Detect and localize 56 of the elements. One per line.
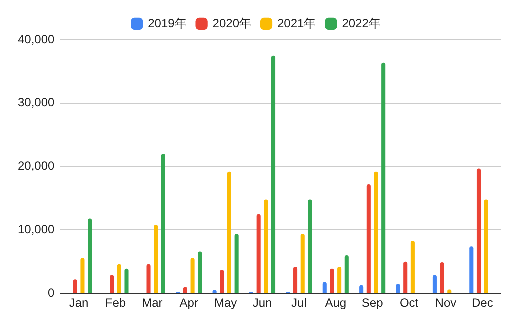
bar xyxy=(476,168,482,294)
bar xyxy=(256,214,261,294)
legend-label: 2019年 xyxy=(148,16,187,30)
bar xyxy=(146,264,151,294)
bar xyxy=(264,200,268,294)
x-tick-label: Oct xyxy=(400,296,420,310)
bar xyxy=(308,200,312,294)
bar xyxy=(470,246,474,294)
bar xyxy=(300,234,305,294)
x-tick-label: Feb xyxy=(105,296,126,310)
legend-label: 2020年 xyxy=(212,16,252,30)
x-tick-label: Sep xyxy=(362,296,384,310)
x-tick-label: Dec xyxy=(472,296,494,310)
y-tick-label: 10,000 xyxy=(18,222,56,237)
y-tick-label: 40,000 xyxy=(18,32,56,46)
bar xyxy=(190,258,195,294)
bar xyxy=(322,282,327,294)
bar xyxy=(366,184,371,294)
x-tick-label: Nov xyxy=(435,296,457,310)
bar xyxy=(271,56,276,294)
bar xyxy=(124,268,129,294)
bar xyxy=(338,266,342,294)
bar xyxy=(484,200,488,294)
bar xyxy=(227,172,232,294)
x-tick-label: May xyxy=(214,296,238,310)
y-tick-label: 30,000 xyxy=(18,96,56,110)
x-tick-label: Jun xyxy=(252,296,272,310)
bar xyxy=(88,218,92,294)
bar xyxy=(374,172,378,294)
bar xyxy=(161,154,166,294)
x-tick-label: Apr xyxy=(180,296,198,310)
bar xyxy=(294,266,298,294)
bar xyxy=(382,62,386,294)
bar xyxy=(404,262,408,294)
bar xyxy=(410,240,415,294)
bar xyxy=(440,262,444,294)
bar xyxy=(73,280,78,294)
x-tick-label: Jan xyxy=(69,296,89,310)
legend-label: 2022年 xyxy=(342,16,381,30)
bar xyxy=(344,256,349,294)
legend-label: 2021年 xyxy=(278,16,316,30)
bar xyxy=(110,275,114,294)
bar xyxy=(396,284,400,294)
bar xyxy=(117,264,122,294)
bar xyxy=(80,258,85,294)
y-tick-label: 0 xyxy=(48,286,56,300)
bar xyxy=(432,275,437,294)
bar xyxy=(234,234,239,294)
bar xyxy=(198,252,202,294)
x-tick-label: Jul xyxy=(292,296,307,310)
bar xyxy=(220,270,224,294)
bar xyxy=(154,225,158,294)
x-tick-label: Mar xyxy=(142,296,163,310)
bar xyxy=(330,268,334,294)
y-tick-label: 20,000 xyxy=(18,159,56,174)
x-tick-label: Aug xyxy=(325,296,347,310)
